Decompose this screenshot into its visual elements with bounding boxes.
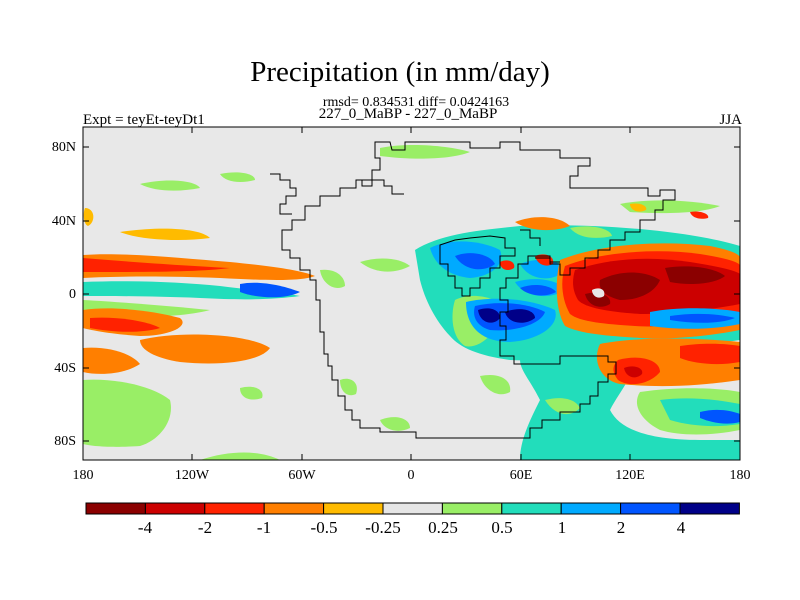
map-background bbox=[592, 288, 605, 298]
precip-contour-green bbox=[140, 180, 200, 191]
precip-contour-blue bbox=[455, 253, 495, 270]
colorbar-label: -2 bbox=[197, 518, 213, 537]
precip-contour-cyan bbox=[520, 353, 740, 460]
precip-contour-darkred bbox=[599, 272, 660, 300]
lon-tick-label: 0 bbox=[407, 468, 415, 483]
precip-contour-red bbox=[680, 343, 740, 365]
colorbar-label: -4 bbox=[137, 518, 153, 537]
colorbar-label: -0.25 bbox=[365, 518, 401, 537]
lon-tick-label: 60E bbox=[509, 468, 533, 483]
lat-tick-label: 40N bbox=[51, 214, 76, 229]
colorbar-swatch bbox=[263, 502, 325, 515]
precip-contour-orange bbox=[120, 228, 210, 240]
lat-tick-label: 80S bbox=[54, 434, 76, 449]
precip-contour-darkred bbox=[585, 292, 611, 307]
colorbar-label: -0.5 bbox=[310, 518, 338, 537]
colorbar bbox=[85, 502, 740, 515]
precip-contour-green bbox=[545, 398, 580, 415]
precip-contour-orange bbox=[83, 347, 140, 374]
precip-contour-blue bbox=[520, 285, 556, 296]
colorbar-swatch bbox=[679, 502, 740, 515]
lat-tick-label: 80N bbox=[51, 140, 76, 155]
precip-contour-green bbox=[320, 269, 345, 289]
lon-ticks bbox=[82, 127, 741, 460]
colorbar-swatch bbox=[204, 502, 265, 515]
precip-contour-green bbox=[480, 374, 511, 395]
lat-tick-label: 0 bbox=[69, 287, 76, 302]
precip-contour-blue bbox=[240, 282, 300, 298]
lon-tick-label: 180 bbox=[72, 468, 94, 483]
colorbar-label: 1 bbox=[557, 518, 567, 537]
lon-tick-label: 60W bbox=[288, 468, 316, 483]
precip-contour-orange bbox=[630, 203, 647, 212]
continent-outline bbox=[281, 141, 676, 439]
continent-outline bbox=[356, 179, 404, 195]
precip-contour-green bbox=[200, 452, 280, 460]
continent-outline bbox=[439, 235, 516, 297]
precip-contour-navy bbox=[505, 309, 535, 323]
precip-contour-navy bbox=[478, 308, 500, 323]
season-label: JJA bbox=[719, 112, 742, 128]
precip-field bbox=[83, 145, 740, 460]
colorbar-label: 2 bbox=[616, 518, 626, 537]
lon-tick-label: 180 bbox=[729, 468, 751, 483]
lat-ticks bbox=[83, 146, 740, 442]
colorbar-swatch bbox=[323, 502, 384, 515]
colorbar-swatch bbox=[85, 502, 146, 515]
continent-outline bbox=[535, 257, 560, 263]
precip-contour-darkred bbox=[665, 266, 725, 284]
precip-contour-red bbox=[690, 211, 709, 219]
stats-line: rmsd= 0.834531 diff= 0.0424163 bbox=[322, 95, 510, 110]
precip-contour-green bbox=[83, 379, 171, 447]
precip-contour-red bbox=[500, 260, 515, 270]
colorbar-swatch bbox=[382, 502, 443, 515]
colorbar-label: 0.25 bbox=[428, 518, 458, 537]
colorbar-swatch bbox=[620, 502, 681, 515]
lat-tick-label: 40S bbox=[54, 361, 76, 376]
experiment-label: Expt = teyEt-teyDt1 bbox=[83, 112, 205, 128]
precip-contour-green bbox=[380, 417, 410, 431]
precip-contour-blue bbox=[670, 313, 735, 323]
precip-contour-blue bbox=[700, 409, 740, 424]
colorbar-swatch bbox=[144, 502, 206, 515]
colorbar-label: 0.5 bbox=[491, 518, 513, 537]
continent-outline bbox=[270, 173, 297, 215]
precip-contour-cyan bbox=[83, 281, 300, 300]
precip-contour-orange bbox=[515, 217, 570, 231]
precip-contour-orange bbox=[140, 334, 270, 364]
colorbar-swatch bbox=[560, 502, 622, 515]
precip-contour-green bbox=[340, 378, 357, 396]
precip-contour-red bbox=[90, 317, 160, 332]
lon-tick-label: 120E bbox=[615, 468, 645, 483]
precip-contour-red bbox=[83, 258, 230, 272]
plot-title: Precipitation (in mm/day) bbox=[250, 56, 550, 88]
colorbar-swatch bbox=[501, 502, 562, 515]
precip-contour-green bbox=[570, 226, 612, 238]
colorbar-label: 4 bbox=[676, 518, 686, 537]
precip-contour-green bbox=[240, 386, 263, 400]
precip-contour-green bbox=[380, 145, 470, 159]
precip-contour-darkred bbox=[624, 366, 643, 378]
lon-tick-label: 120W bbox=[174, 468, 210, 483]
plot-subtitle: 227_0_MaBP - 227_0_MaBP bbox=[318, 106, 498, 122]
colorbar-label: -1 bbox=[256, 518, 272, 537]
precip-contour-red bbox=[535, 254, 554, 266]
colorbar-swatch bbox=[441, 502, 503, 515]
precip-contour-green bbox=[360, 258, 410, 272]
precip-contour-green bbox=[220, 172, 255, 182]
continent-outline bbox=[520, 229, 541, 246]
